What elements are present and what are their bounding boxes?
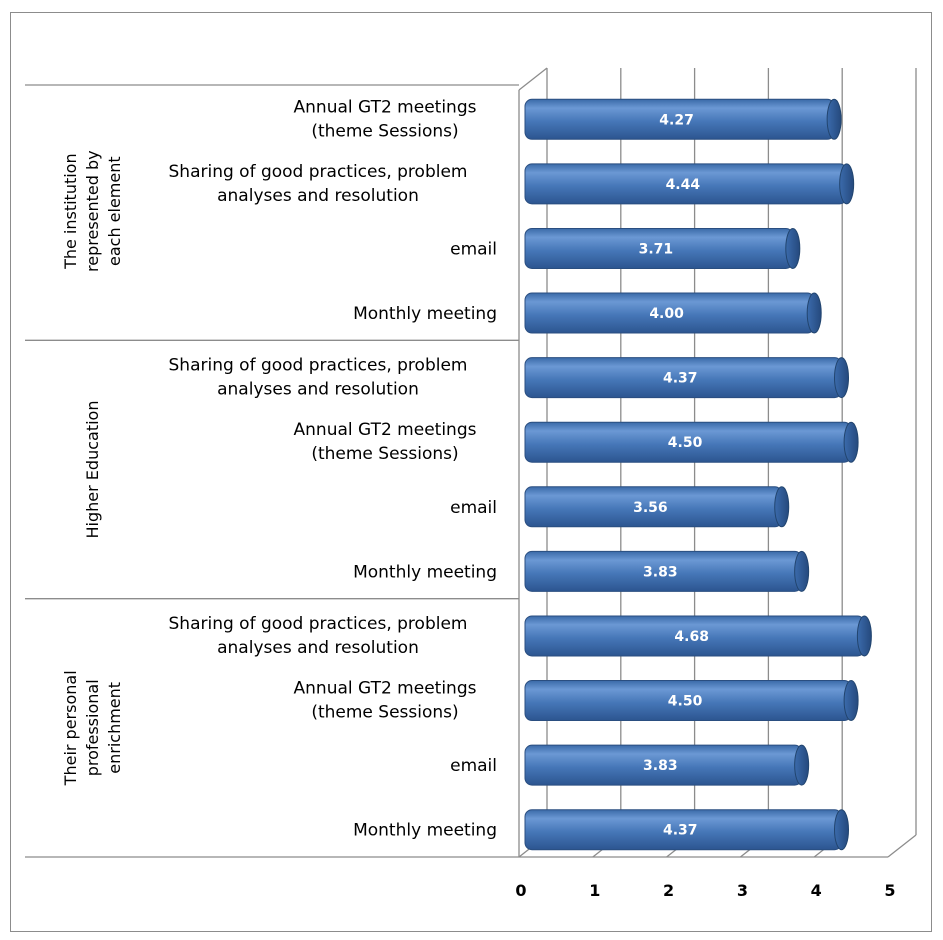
x-tick-label: 4 xyxy=(811,881,822,900)
bar-cap xyxy=(834,809,850,851)
value-label: 4.00 xyxy=(649,306,684,322)
bars-layer: 4.27 4.44 3.71 4.00 4.37 4.50 3.56 3.83 4.68 4.50… xyxy=(524,98,872,851)
value-label: 4.50 xyxy=(668,694,703,710)
value-label: 4.44 xyxy=(666,177,701,193)
value-label: 3.83 xyxy=(643,564,678,580)
category-label: Monthly meeting xyxy=(353,304,497,324)
bar-cap xyxy=(794,744,810,786)
category-labels: The institution represented by each elemen… xyxy=(61,97,497,840)
bar-cap xyxy=(794,550,810,592)
bar-cap xyxy=(843,680,859,722)
bar-cap xyxy=(839,163,855,205)
value-label: 3.83 xyxy=(643,758,678,774)
floor-tick xyxy=(887,834,917,858)
category-label: Sharing of good practices, problem analys… xyxy=(169,162,468,206)
group-label: Their personal professional enrichment xyxy=(61,670,124,786)
bar-cap xyxy=(826,98,842,140)
x-tick-label: 1 xyxy=(589,881,600,900)
x-tick-label: 3 xyxy=(737,881,748,900)
x-tick-label: 5 xyxy=(884,881,895,900)
category-label: Sharing of good practices, problem analys… xyxy=(169,614,468,658)
group-label: Higher Education xyxy=(83,401,102,539)
category-label: Annual GT2 meetings (theme Sessions) xyxy=(294,420,477,464)
side-wall-edge xyxy=(518,67,548,91)
value-label: 4.68 xyxy=(674,629,709,645)
category-label: email xyxy=(450,498,497,518)
value-label: 3.71 xyxy=(639,241,674,257)
category-label: Annual GT2 meetings (theme Sessions) xyxy=(294,97,477,141)
bar-cap xyxy=(856,615,872,657)
bar-cap xyxy=(834,357,850,399)
value-label: 4.50 xyxy=(668,435,703,451)
value-label: 4.37 xyxy=(663,823,698,839)
category-label: email xyxy=(450,756,497,776)
bar-cap xyxy=(843,421,859,463)
category-label: Sharing of good practices, problem analys… xyxy=(169,356,468,400)
bar-cap xyxy=(785,227,801,269)
value-label: 4.27 xyxy=(659,112,694,128)
category-label: Annual GT2 meetings (theme Sessions) xyxy=(294,679,477,723)
category-label: email xyxy=(450,239,497,259)
bar-cap xyxy=(774,486,790,528)
x-tick-label: 0 xyxy=(515,881,526,900)
bar-cap xyxy=(806,292,822,334)
value-label: 4.37 xyxy=(663,371,698,387)
x-axis-ticks: 0 1 2 3 4 5 xyxy=(515,881,895,900)
value-label: 3.56 xyxy=(633,500,668,516)
category-label: Monthly meeting xyxy=(353,562,497,582)
group-separators xyxy=(25,84,519,858)
group-label: The institution represented by each elemen… xyxy=(61,150,124,272)
x-tick-label: 2 xyxy=(663,881,674,900)
category-label: Monthly meeting xyxy=(353,821,497,841)
